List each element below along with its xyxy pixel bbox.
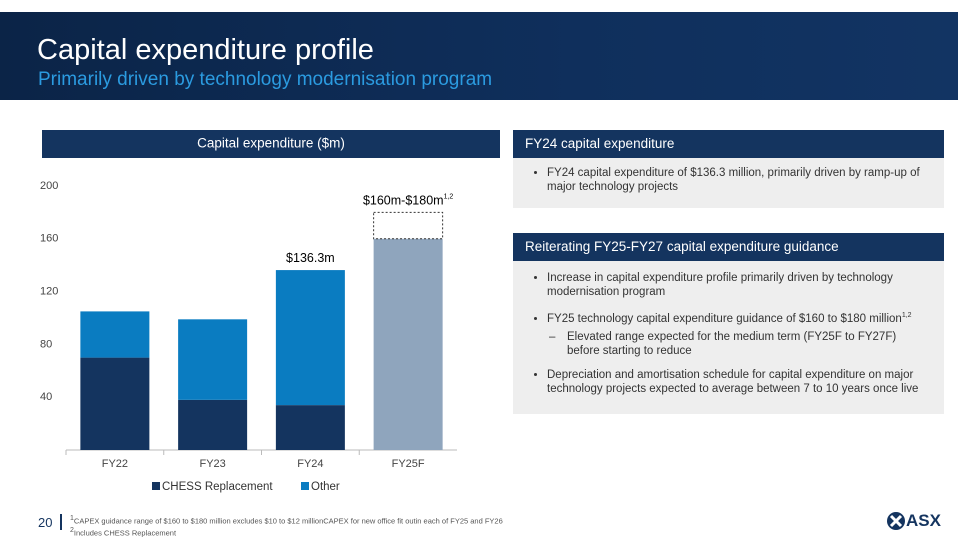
- x-tick-label: FY24: [297, 458, 323, 470]
- y-tick-label: 200: [40, 180, 58, 192]
- bar-segment: [275, 270, 345, 406]
- data-label-sup: 1,2: [444, 193, 454, 200]
- data-label-text: $136.3m: [286, 251, 335, 265]
- legend-label: CHESS Replacement: [162, 481, 273, 493]
- legend-label: Other: [311, 481, 340, 493]
- bullet-sup: 1,2: [901, 312, 912, 319]
- bullet: FY25 technology capital expenditure guid…: [547, 309, 930, 358]
- bullet: FY24 capital expenditure of $136.3 milli…: [547, 166, 930, 194]
- forecast-range: [373, 211, 444, 240]
- bar-segment: [80, 311, 150, 358]
- footnote-marker: 1: [70, 515, 74, 522]
- data-label: $160m-$180m1,2: [363, 193, 453, 207]
- logo: ASX: [906, 511, 941, 530]
- data-label-text: $160m-$180m: [363, 194, 444, 208]
- panel-body: Increase in capital expenditure profile …: [513, 261, 944, 414]
- footnote-text: Includes CHESS Replacement: [73, 528, 177, 537]
- y-tick-label: 40: [40, 391, 52, 403]
- sub-bullet: Elevated range expected for the medium t…: [549, 330, 930, 358]
- page-number: 20: [38, 515, 53, 530]
- legend-swatch: [301, 482, 309, 490]
- chart-title-bar: [42, 130, 500, 158]
- chart-title: Capital expenditure ($m): [197, 136, 345, 151]
- bullet: Increase in capital expenditure profile …: [547, 271, 930, 299]
- bullet-list: FY24 capital expenditure of $136.3 milli…: [529, 166, 930, 194]
- footnote: 1CAPEX guidance range of $160 to $180 mi…: [70, 514, 503, 526]
- slide-title: Capital expenditure profile: [37, 34, 374, 66]
- slide-subtitle: Primarily driven by technology modernisa…: [38, 69, 493, 90]
- bullet-text: Depreciation and amortisation schedule f…: [547, 368, 919, 395]
- footnote-text: CAPEX guidance range of $160 to $180 mil…: [73, 516, 503, 526]
- bullet: Depreciation and amortisation schedule f…: [547, 368, 930, 396]
- footnotes: 1CAPEX guidance range of $160 to $180 mi…: [70, 514, 503, 537]
- y-tick-label: 80: [40, 338, 52, 350]
- panel-body: FY24 capital expenditure of $136.3 milli…: [513, 158, 944, 208]
- legend-swatch: [152, 482, 160, 490]
- forecast-bar: [373, 238, 443, 450]
- data-label: $136.3m: [286, 251, 335, 265]
- panel-heading: FY24 capital expenditure: [513, 130, 944, 158]
- bullet-list: Increase in capital expenditure profile …: [529, 271, 930, 396]
- footnote-marker: 2: [70, 526, 74, 534]
- bar-segment: [80, 357, 150, 450]
- x-tick-label: FY25F: [392, 458, 425, 470]
- logo-icon: [887, 512, 905, 530]
- footnote: 2Includes CHESS Replacement: [70, 526, 503, 538]
- separator: [60, 514, 62, 530]
- bullet-text: FY25 technology capital expenditure guid…: [547, 312, 902, 325]
- bullet-text: FY24 capital expenditure of $136.3 milli…: [547, 167, 920, 193]
- panel-heading: Reiterating FY25-FY27 capital expenditur…: [513, 233, 944, 261]
- bar-segment: [178, 399, 248, 450]
- bullet-text: Increase in capital expenditure profile …: [547, 272, 893, 298]
- x-tick-label: FY23: [199, 458, 225, 470]
- y-tick-label: 160: [40, 233, 58, 245]
- sub-list: Elevated range expected for the medium t…: [547, 330, 930, 358]
- header: Capital expenditure profile Primarily dr…: [0, 12, 958, 100]
- x-tick-label: FY22: [102, 458, 128, 470]
- y-tick-label: 120: [40, 286, 58, 298]
- bar-segment: [178, 319, 248, 400]
- bar-segment: [275, 405, 345, 450]
